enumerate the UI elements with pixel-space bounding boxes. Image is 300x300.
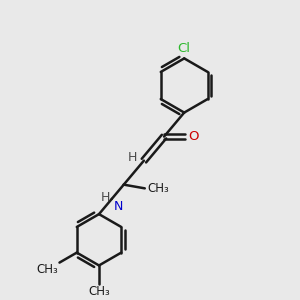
Text: CH₃: CH₃ [88, 285, 110, 298]
Text: O: O [188, 130, 199, 143]
Text: H: H [128, 151, 137, 164]
Text: CH₃: CH₃ [36, 263, 58, 276]
Text: Cl: Cl [178, 42, 191, 55]
Text: CH₃: CH₃ [147, 182, 169, 195]
Text: N: N [113, 200, 123, 213]
Text: H: H [101, 191, 110, 204]
